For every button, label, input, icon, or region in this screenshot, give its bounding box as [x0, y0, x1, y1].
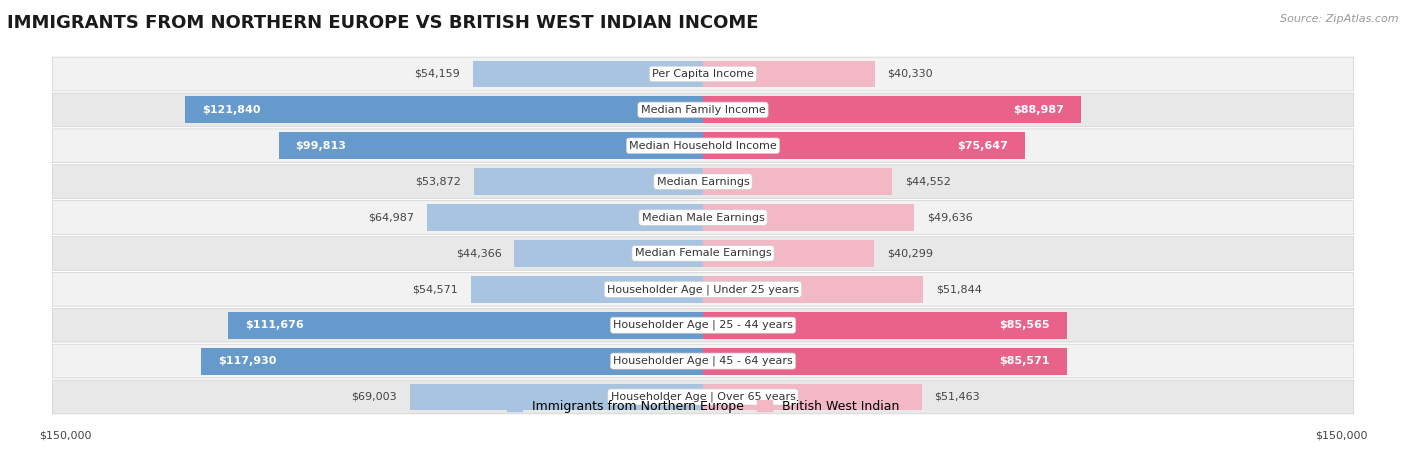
Bar [409, 383, 703, 410]
Text: $75,647: $75,647 [957, 141, 1008, 151]
FancyBboxPatch shape [52, 93, 1354, 127]
Bar [426, 204, 703, 231]
Text: $99,813: $99,813 [295, 141, 346, 151]
FancyBboxPatch shape [52, 165, 1354, 198]
Bar [228, 312, 703, 339]
Text: $121,840: $121,840 [202, 105, 260, 115]
FancyBboxPatch shape [52, 201, 1354, 234]
Text: Per Capita Income: Per Capita Income [652, 69, 754, 79]
Text: $85,565: $85,565 [1000, 320, 1050, 330]
Bar [703, 312, 1067, 339]
Bar [471, 276, 703, 303]
FancyBboxPatch shape [52, 272, 1354, 306]
Bar [703, 383, 922, 410]
Bar [201, 347, 703, 375]
Bar [703, 96, 1081, 123]
Text: $64,987: $64,987 [368, 212, 413, 223]
Text: $49,636: $49,636 [927, 212, 973, 223]
FancyBboxPatch shape [52, 344, 1354, 378]
Bar [703, 61, 875, 87]
Text: $54,571: $54,571 [412, 284, 458, 294]
Bar [703, 204, 914, 231]
Text: $85,571: $85,571 [1000, 356, 1050, 366]
Text: $40,299: $40,299 [887, 248, 934, 258]
Bar [703, 276, 924, 303]
FancyBboxPatch shape [52, 308, 1354, 342]
FancyBboxPatch shape [52, 129, 1354, 163]
Text: Median Family Income: Median Family Income [641, 105, 765, 115]
Text: $44,366: $44,366 [456, 248, 502, 258]
Text: Median Male Earnings: Median Male Earnings [641, 212, 765, 223]
Bar [278, 132, 703, 159]
Text: $51,844: $51,844 [936, 284, 983, 294]
Bar [703, 240, 875, 267]
Text: $88,987: $88,987 [1014, 105, 1064, 115]
Legend: Immigrants from Northern Europe, British West Indian: Immigrants from Northern Europe, British… [502, 395, 904, 417]
Bar [703, 347, 1067, 375]
Bar [515, 240, 703, 267]
Bar [703, 168, 893, 195]
Text: $53,872: $53,872 [415, 177, 461, 187]
Bar [474, 168, 703, 195]
Text: Householder Age | 45 - 64 years: Householder Age | 45 - 64 years [613, 356, 793, 366]
Text: Median Female Earnings: Median Female Earnings [634, 248, 772, 258]
Text: $54,159: $54,159 [415, 69, 460, 79]
Bar [184, 96, 703, 123]
FancyBboxPatch shape [52, 380, 1354, 414]
Text: $40,330: $40,330 [887, 69, 934, 79]
FancyBboxPatch shape [52, 57, 1354, 91]
Text: $51,463: $51,463 [935, 392, 980, 402]
Text: $44,552: $44,552 [905, 177, 950, 187]
Text: Median Earnings: Median Earnings [657, 177, 749, 187]
Text: Householder Age | 25 - 44 years: Householder Age | 25 - 44 years [613, 320, 793, 331]
Text: IMMIGRANTS FROM NORTHERN EUROPE VS BRITISH WEST INDIAN INCOME: IMMIGRANTS FROM NORTHERN EUROPE VS BRITI… [7, 14, 758, 32]
Bar [703, 132, 1025, 159]
Bar [472, 61, 703, 87]
FancyBboxPatch shape [52, 237, 1354, 270]
Text: $111,676: $111,676 [245, 320, 304, 330]
Text: Householder Age | Under 25 years: Householder Age | Under 25 years [607, 284, 799, 295]
Text: Median Household Income: Median Household Income [628, 141, 778, 151]
Text: Source: ZipAtlas.com: Source: ZipAtlas.com [1281, 14, 1399, 24]
Text: Householder Age | Over 65 years: Householder Age | Over 65 years [610, 392, 796, 402]
Text: $69,003: $69,003 [352, 392, 396, 402]
Text: $117,930: $117,930 [218, 356, 277, 366]
